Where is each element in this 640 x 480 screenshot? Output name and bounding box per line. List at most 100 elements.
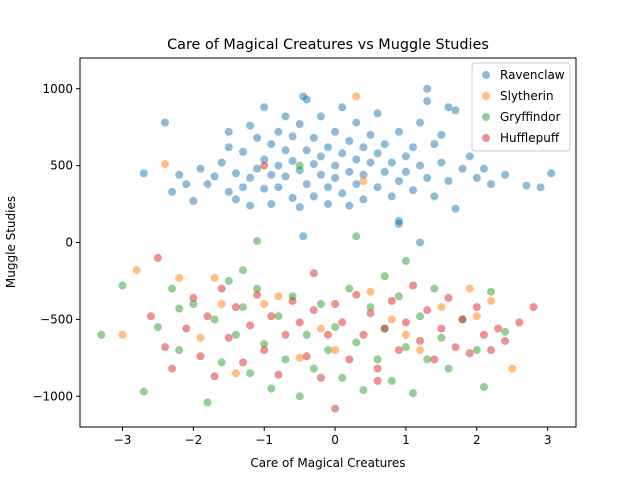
point-ravenclaw-27 bbox=[267, 200, 276, 209]
point-ravenclaw-63 bbox=[352, 180, 361, 189]
point-gryffindor-16 bbox=[267, 384, 276, 393]
y-tick-label-1: −500 bbox=[40, 312, 73, 326]
point-gryffindor-46 bbox=[501, 327, 510, 336]
point-hufflepuff-19 bbox=[288, 296, 297, 305]
legend-label-ravenclaw: Ravenclaw bbox=[500, 68, 565, 82]
point-gryffindor-40 bbox=[437, 333, 446, 342]
point-gryffindor-50 bbox=[380, 272, 389, 281]
point-hufflepuff-50 bbox=[501, 336, 510, 345]
point-ravenclaw-67 bbox=[366, 130, 375, 139]
point-ravenclaw-10 bbox=[224, 187, 233, 196]
point-ravenclaw-44 bbox=[309, 133, 318, 142]
point-hufflepuff-18 bbox=[281, 330, 290, 339]
point-hufflepuff-28 bbox=[345, 355, 354, 364]
point-hufflepuff-16 bbox=[267, 312, 276, 321]
point-ravenclaw-81 bbox=[409, 143, 417, 152]
point-ravenclaw-101 bbox=[536, 183, 545, 192]
point-hufflepuff-40 bbox=[430, 355, 439, 364]
point-gryffindor-44 bbox=[479, 383, 488, 391]
point-hufflepuff-36 bbox=[401, 318, 410, 327]
point-ravenclaw-68 bbox=[366, 158, 375, 167]
point-ravenclaw-48 bbox=[316, 152, 325, 161]
point-ravenclaw-36 bbox=[288, 132, 297, 141]
point-gryffindor-5 bbox=[175, 346, 184, 355]
point-gryffindor-48 bbox=[352, 232, 361, 241]
point-hufflepuff-41 bbox=[437, 324, 446, 333]
point-ravenclaw-6 bbox=[196, 164, 205, 173]
y-tick-label-3: 500 bbox=[50, 159, 73, 173]
point-slytherin-2 bbox=[175, 273, 184, 282]
point-ravenclaw-54 bbox=[331, 173, 340, 182]
point-hufflepuff-47 bbox=[479, 330, 488, 339]
point-ravenclaw-20 bbox=[253, 164, 262, 173]
point-slytherin-8 bbox=[231, 369, 240, 378]
point-hufflepuff-34 bbox=[387, 296, 396, 305]
ticks-layer: −3 −2 −1 0 1 2 3 −1000 −500 0 500 1000 bbox=[32, 82, 551, 447]
point-hufflepuff-1 bbox=[153, 253, 162, 262]
y-tick-label-2: 0 bbox=[65, 236, 73, 250]
point-ravenclaw-18 bbox=[246, 121, 255, 130]
point-slytherin-17 bbox=[465, 284, 474, 293]
point-ravenclaw-23 bbox=[260, 155, 269, 164]
point-slytherin-10 bbox=[295, 353, 304, 362]
point-gryffindor-37 bbox=[416, 312, 425, 321]
point-ravenclaw-102 bbox=[547, 169, 556, 178]
point-ravenclaw-100 bbox=[522, 181, 531, 190]
point-slytherin-18 bbox=[196, 333, 205, 342]
point-gryffindor-23 bbox=[316, 300, 325, 308]
point-hufflepuff-38 bbox=[416, 336, 425, 345]
point-ravenclaw-65 bbox=[359, 170, 368, 179]
point-hufflepuff-17 bbox=[274, 370, 283, 379]
point-ravenclaw-105 bbox=[394, 220, 403, 228]
point-hufflepuff-8 bbox=[210, 372, 219, 381]
point-ravenclaw-1 bbox=[139, 169, 148, 178]
point-slytherin-1 bbox=[352, 92, 361, 101]
point-ravenclaw-94 bbox=[458, 164, 467, 173]
point-ravenclaw-95 bbox=[465, 152, 474, 161]
point-ravenclaw-32 bbox=[281, 112, 290, 121]
point-ravenclaw-79 bbox=[401, 152, 410, 161]
point-ravenclaw-108 bbox=[423, 97, 432, 106]
point-gryffindor-21 bbox=[302, 330, 311, 339]
point-gryffindor-51 bbox=[401, 256, 410, 265]
x-tick-label-5: 2 bbox=[473, 433, 481, 447]
point-hufflepuff-9 bbox=[217, 284, 226, 293]
x-tick-label-3: 0 bbox=[331, 433, 339, 447]
point-slytherin-21 bbox=[274, 292, 283, 301]
legend-marker-hufflepuff bbox=[482, 134, 490, 142]
point-ravenclaw-58 bbox=[345, 167, 354, 176]
legend-marker-gryffindor bbox=[482, 113, 490, 121]
point-ravenclaw-45 bbox=[309, 192, 318, 201]
point-gryffindor-45 bbox=[487, 287, 495, 296]
point-gryffindor-3 bbox=[153, 323, 162, 332]
point-gryffindor-28 bbox=[352, 338, 361, 347]
point-hufflepuff-55 bbox=[309, 269, 318, 278]
point-ravenclaw-53 bbox=[331, 127, 340, 136]
point-gryffindor-9 bbox=[217, 358, 226, 367]
point-slytherin-9 bbox=[366, 287, 375, 296]
point-slytherin-19 bbox=[331, 346, 340, 355]
point-gryffindor-39 bbox=[430, 284, 439, 293]
point-ravenclaw-104 bbox=[299, 92, 308, 101]
point-ravenclaw-26 bbox=[267, 170, 276, 179]
point-ravenclaw-50 bbox=[324, 183, 332, 192]
point-ravenclaw-87 bbox=[430, 140, 439, 149]
point-slytherin-5 bbox=[132, 266, 141, 275]
point-ravenclaw-13 bbox=[231, 169, 240, 178]
point-gryffindor-24 bbox=[324, 346, 332, 355]
point-ravenclaw-98 bbox=[487, 180, 495, 189]
point-hufflepuff-4 bbox=[182, 324, 191, 333]
point-hufflepuff-14 bbox=[253, 290, 262, 299]
point-gryffindor-14 bbox=[253, 284, 262, 293]
point-ravenclaw-24 bbox=[260, 184, 269, 193]
point-ravenclaw-72 bbox=[380, 167, 389, 176]
point-ravenclaw-16 bbox=[239, 147, 247, 156]
point-ravenclaw-71 bbox=[373, 149, 382, 158]
point-hufflepuff-35 bbox=[394, 346, 403, 355]
point-ravenclaw-106 bbox=[416, 238, 425, 247]
point-gryffindor-29 bbox=[359, 386, 368, 395]
point-ravenclaw-21 bbox=[253, 133, 262, 142]
point-slytherin-4 bbox=[401, 330, 410, 339]
point-ravenclaw-83 bbox=[416, 118, 425, 127]
point-ravenclaw-11 bbox=[224, 127, 233, 136]
